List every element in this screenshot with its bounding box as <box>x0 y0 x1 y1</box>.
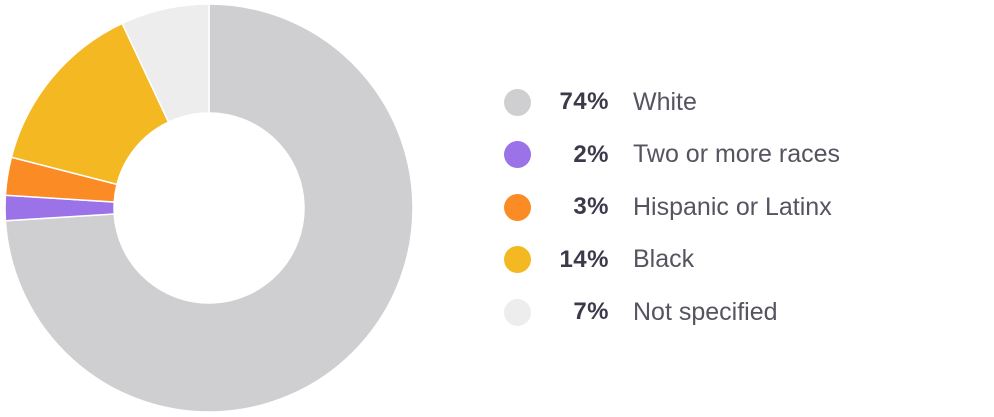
slice-black <box>10 22 170 186</box>
legend-value: 7% <box>573 298 609 326</box>
legend-swatch <box>504 193 531 221</box>
legend-swatch <box>504 298 531 326</box>
legend-item-not-specified: 7% Not specified <box>500 286 980 339</box>
slice-white <box>4 3 414 413</box>
legend-value: 2% <box>573 140 609 168</box>
legend-swatch <box>504 141 531 169</box>
legend-item-black: 14% Black <box>500 234 980 287</box>
legend-item-two-or-more-races: 2% Two or more races <box>500 129 980 182</box>
legend-label: Two or more races <box>633 140 841 169</box>
legend-value: 3% <box>573 193 609 221</box>
legend-item-hispanic-or-latinx: 3% Hispanic or Latinx <box>500 181 980 234</box>
legend-swatch <box>504 246 531 274</box>
legend: 74% White 2% Two or more races 3% Hispanic or… <box>500 76 980 339</box>
legend-label: Black <box>633 245 695 274</box>
legend-label: Not specified <box>633 297 778 326</box>
legend-value: 14% <box>559 245 609 273</box>
legend-label: White <box>633 87 697 116</box>
legend-value: 74% <box>559 88 609 116</box>
legend-label: Hispanic or Latinx <box>633 192 832 221</box>
legend-swatch <box>504 88 531 116</box>
donut-svg <box>4 3 414 413</box>
legend-item-white: 74% White <box>500 76 980 129</box>
slice-not-specified <box>121 3 210 124</box>
